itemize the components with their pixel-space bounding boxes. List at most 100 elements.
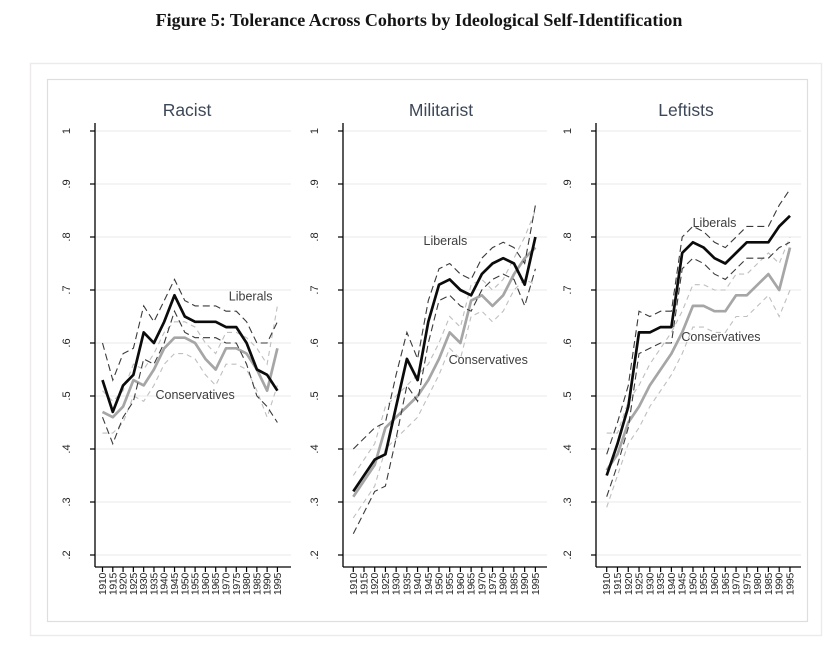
x-tick-label: 1925 bbox=[128, 573, 140, 596]
x-tick-label: 1955 bbox=[698, 573, 710, 596]
x-tick-label: 1975 bbox=[231, 573, 243, 596]
conservatives-label: Conservatives bbox=[449, 353, 528, 367]
y-tick-label: .9 bbox=[562, 179, 574, 188]
x-tick-label: 1930 bbox=[391, 573, 403, 596]
y-tick-label: .4 bbox=[61, 444, 73, 453]
graph-area-frame bbox=[46, 78, 809, 623]
conservatives-ci-upper bbox=[352, 210, 536, 476]
y-tick-label: .6 bbox=[61, 338, 73, 347]
y-tick-label: .9 bbox=[61, 179, 73, 188]
panel-title: Militarist bbox=[409, 100, 473, 120]
x-tick-label: 1930 bbox=[644, 573, 656, 596]
y-tick-label: .7 bbox=[309, 285, 321, 294]
panel-militarist: Militarist1.9.8.7.6.5.4.3.21910191519201… bbox=[309, 100, 547, 595]
liberals-ci-lower bbox=[101, 309, 278, 446]
conservatives-line bbox=[352, 246, 537, 498]
conservatives-ci-lower bbox=[352, 278, 536, 519]
y-tick-label: .3 bbox=[309, 497, 321, 506]
x-tick-label: 1915 bbox=[107, 573, 119, 596]
x-tick-label: 1975 bbox=[741, 573, 753, 596]
liberals-label: Liberals bbox=[424, 234, 468, 248]
x-tick-label: 1930 bbox=[138, 573, 150, 596]
y-tick-label: .6 bbox=[309, 338, 321, 347]
x-tick-label: 1940 bbox=[666, 573, 678, 596]
x-tick-label: 1980 bbox=[498, 573, 510, 596]
x-tick-label: 1920 bbox=[623, 573, 635, 596]
x-tick-label: 1975 bbox=[487, 573, 499, 596]
x-tick-label: 1910 bbox=[97, 573, 109, 596]
figure-title: Figure 5: Tolerance Across Cohorts by Id… bbox=[155, 10, 683, 30]
x-tick-label: 1995 bbox=[530, 573, 542, 596]
x-tick-label: 1970 bbox=[220, 573, 232, 596]
y-tick-label: .9 bbox=[309, 179, 321, 188]
y-tick-label: 1 bbox=[61, 128, 73, 134]
x-tick-label: 1950 bbox=[179, 573, 191, 596]
liberals-label: Liberals bbox=[693, 216, 737, 230]
x-tick-label: 1925 bbox=[634, 573, 646, 596]
panel-leftists: Leftists 1 .9 .8 .7 .6 .5 .4 .3 .2 191019151920192… bbox=[562, 100, 801, 595]
x-tick-label: 1935 bbox=[655, 573, 667, 596]
y-tick-label: .6 bbox=[562, 338, 574, 347]
x-tick-label: 1960 bbox=[709, 573, 721, 596]
figure-outer-frame bbox=[29, 62, 823, 637]
conservatives-ci-lower bbox=[102, 353, 278, 434]
y-tick-label: .7 bbox=[562, 285, 574, 294]
x-tick-label: 1955 bbox=[190, 573, 202, 596]
x-tick-label: 1945 bbox=[423, 573, 435, 596]
conservatives-line bbox=[605, 247, 792, 471]
y-tick-label: .4 bbox=[309, 444, 321, 453]
x-tick-label: 1910 bbox=[348, 573, 360, 596]
x-tick-label: 1990 bbox=[262, 573, 274, 596]
x-tick-label: 1915 bbox=[612, 573, 624, 596]
x-tick-label: 1910 bbox=[601, 573, 613, 596]
x-tick-label: 1950 bbox=[687, 573, 699, 596]
x-tick-label: 1980 bbox=[241, 573, 253, 596]
x-tick-label: 1965 bbox=[720, 573, 732, 596]
x-tick-label: 1960 bbox=[200, 573, 212, 596]
x-tick-label: 1925 bbox=[380, 573, 392, 596]
y-tick-label: .2 bbox=[61, 550, 73, 559]
x-tick-label: 1950 bbox=[433, 573, 445, 596]
conservatives-label: Conservatives bbox=[681, 330, 760, 344]
y-tick-label: .3 bbox=[562, 497, 574, 506]
x-tick-label: 1995 bbox=[272, 573, 284, 596]
x-tick-label: 1990 bbox=[519, 573, 531, 596]
liberals-line bbox=[101, 293, 279, 414]
x-tick-label: 1940 bbox=[412, 573, 424, 596]
x-tick-label: 1970 bbox=[476, 573, 488, 596]
x-tick-label: 1945 bbox=[677, 573, 689, 596]
x-tick-label: 1935 bbox=[148, 573, 160, 596]
x-tick-label: 1970 bbox=[731, 573, 743, 596]
y-tick-label: .7 bbox=[61, 285, 73, 294]
x-tick-label: 1965 bbox=[210, 573, 222, 596]
y-tick-label: .8 bbox=[562, 232, 574, 241]
y-tick-label: .8 bbox=[61, 232, 73, 241]
y-tick-label: 1 bbox=[309, 128, 321, 134]
conservatives-label: Conservatives bbox=[156, 388, 235, 402]
x-tick-label: 1990 bbox=[774, 573, 786, 596]
x-tick-label: 1920 bbox=[118, 573, 130, 596]
conservatives-ci-upper bbox=[606, 236, 791, 434]
x-tick-label: 1940 bbox=[159, 573, 171, 596]
x-tick-label: 1935 bbox=[401, 573, 413, 596]
y-tick-label: .3 bbox=[61, 497, 73, 506]
liberals-ci-lower bbox=[352, 268, 536, 535]
liberals-line bbox=[605, 214, 791, 476]
x-tick-label: 1960 bbox=[455, 573, 467, 596]
y-tick-label: 1 bbox=[562, 128, 574, 134]
x-tick-label: 1985 bbox=[763, 573, 775, 596]
liberals-line bbox=[352, 236, 537, 493]
panel-racist: Racist1.9.8.7.6.5.4.3.219101915192019251… bbox=[61, 100, 291, 595]
x-tick-label: 1985 bbox=[251, 573, 263, 596]
x-tick-label: 1920 bbox=[369, 573, 381, 596]
y-tick-label: .4 bbox=[562, 444, 574, 453]
x-tick-label: 1945 bbox=[169, 573, 181, 596]
y-tick-label: .2 bbox=[309, 550, 321, 559]
liberals-label: Liberals bbox=[229, 289, 273, 303]
x-tick-label: 1965 bbox=[466, 573, 478, 596]
y-tick-label: .5 bbox=[309, 391, 321, 400]
x-tick-label: 1980 bbox=[752, 573, 764, 596]
conservatives-ci-lower bbox=[606, 289, 791, 508]
